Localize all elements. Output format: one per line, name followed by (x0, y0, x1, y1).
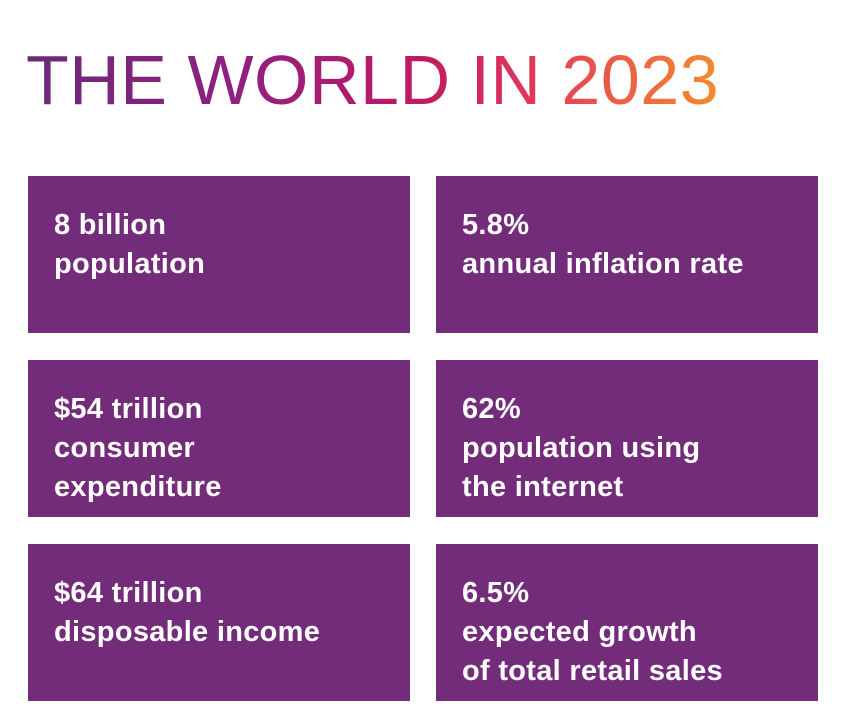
stat-label: expenditure (54, 471, 222, 503)
stat-value: 62% (462, 393, 521, 425)
stat-value: $64 trillion (54, 577, 203, 609)
stat-label: disposable income (54, 616, 321, 648)
stat-tile-retail-growth: 6.5% expected growth of total retail sal… (436, 544, 818, 701)
stat-label: consumer (54, 432, 195, 464)
stat-tile-internet-usage: 62% population using the internet (436, 360, 818, 517)
stat-label: population using (462, 432, 701, 464)
stat-tile-consumer-expenditure: $54 trillion consumer expenditure (28, 360, 410, 517)
stat-value: 8 billion (54, 209, 167, 241)
stat-tile-population: 8 billion population (28, 176, 410, 333)
stat-label: expected growth (462, 616, 697, 648)
stat-value: 5.8% (462, 209, 530, 241)
stat-label: of total retail sales (462, 655, 723, 687)
stat-label: the internet (462, 471, 624, 503)
stat-value: $54 trillion (54, 393, 203, 425)
stat-value: 6.5% (462, 577, 530, 609)
stat-label: population (54, 248, 206, 280)
stat-tile-disposable-income: $64 trillion disposable income (28, 544, 410, 701)
stat-label: annual inflation rate (462, 248, 744, 280)
page-title: THE WORLD IN 2023 (26, 38, 719, 122)
stat-tile-inflation: 5.8% annual inflation rate (436, 176, 818, 333)
